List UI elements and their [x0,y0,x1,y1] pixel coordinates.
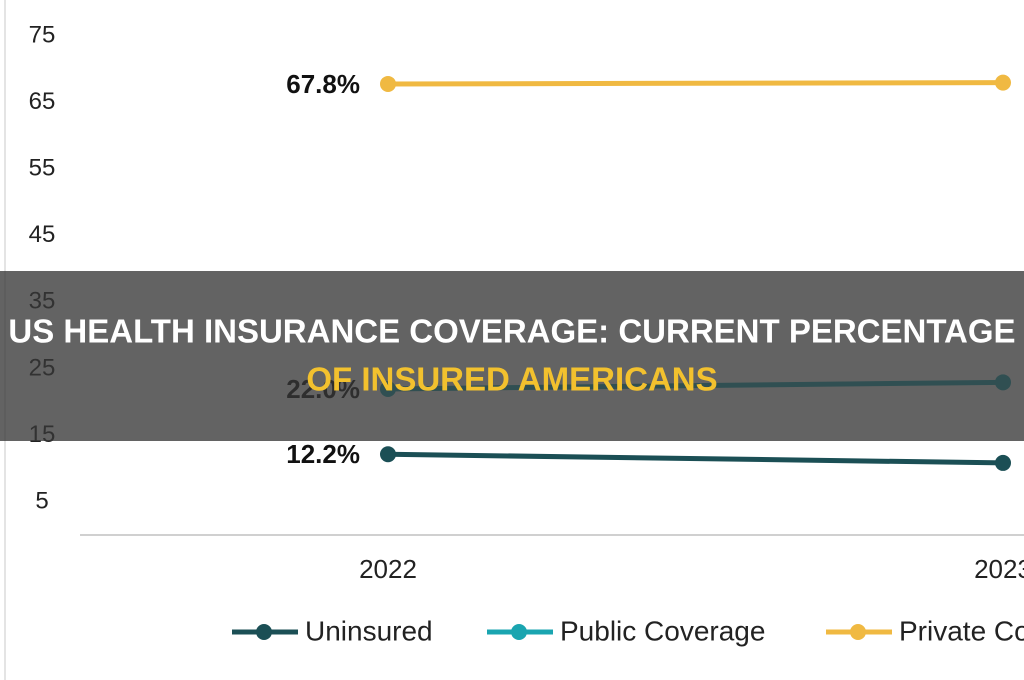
y-tick-label: 45 [29,221,56,248]
banner-title: US HEALTH INSURANCE COVERAGE: CURRENT PE… [8,313,1015,350]
x-tick-label: 2022 [359,554,417,584]
y-tick-label: 5 [35,488,48,515]
x-tick-label: 2023 [974,554,1024,584]
legend: Uninsured Public Coverage Private Coverage [232,615,1024,646]
legend-swatch-dot [850,624,866,640]
point [995,74,1011,91]
point [995,454,1011,471]
legend-label: Public Coverage [560,615,765,646]
legend-swatch-dot [511,624,527,640]
y-tick-label: 65 [29,88,56,115]
legend-swatch-dot [256,624,272,640]
value-label: 12.2% [286,439,360,469]
legend-label: Uninsured [305,615,433,646]
banner-background [0,271,1024,441]
banner: US HEALTH INSURANCE COVERAGE: CURRENT PE… [0,271,1024,441]
series-line [387,80,1004,87]
point [380,446,396,463]
point [380,75,396,92]
y-tick-label: 55 [29,155,56,182]
legend-label: Private Coverage [899,615,1024,646]
y-tick-label: 75 [29,21,56,48]
series-line [387,451,1004,466]
value-label: 67.8% [286,69,360,99]
banner-title: OF INSURED AMERICANS [306,361,717,398]
